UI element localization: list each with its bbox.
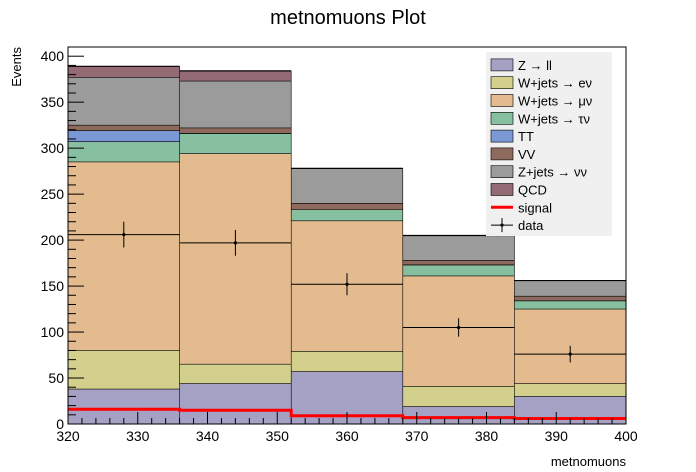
x-tick-label: 360 bbox=[335, 428, 359, 444]
bar-series-5-bin-1 bbox=[179, 127, 292, 134]
y-tick-label: 150 bbox=[41, 278, 65, 294]
x-tick-label: 330 bbox=[126, 428, 150, 444]
legend-swatch-5 bbox=[490, 147, 514, 161]
x-axis-title: metnomuons bbox=[551, 454, 627, 469]
legend-swatch-1 bbox=[490, 76, 514, 89]
legend-swatch-6 bbox=[490, 165, 514, 178]
y-tick-label: 100 bbox=[41, 324, 65, 340]
bar-series-0-bin-1 bbox=[179, 383, 292, 424]
data-points bbox=[68, 221, 626, 363]
bar-series-4-bin-0 bbox=[68, 130, 180, 142]
y-tick-label: 250 bbox=[41, 186, 65, 202]
legend-label-5: VV bbox=[518, 147, 536, 162]
x-tick-label: 390 bbox=[545, 428, 569, 444]
x-tick-label: 380 bbox=[475, 428, 499, 444]
y-tick-label: 400 bbox=[41, 48, 65, 64]
legend-label-9: data bbox=[518, 218, 544, 233]
y-tick-label: 0 bbox=[56, 416, 64, 432]
bar-series-5-bin-4 bbox=[514, 296, 626, 301]
y-tick-label: 300 bbox=[41, 140, 65, 156]
bar-series-3-bin-2 bbox=[291, 209, 403, 221]
x-tick-label: 320 bbox=[56, 428, 80, 444]
bar-series-6-bin-2 bbox=[291, 168, 403, 204]
data-point-0 bbox=[122, 232, 126, 237]
bar-series-6-bin-3 bbox=[402, 235, 515, 261]
bar-series-3-bin-3 bbox=[402, 264, 515, 276]
x-tick-label: 340 bbox=[196, 428, 220, 444]
y-axis: 0 50 100 150 200 250 300 350 400 bbox=[41, 46, 84, 432]
y-tick-label: 350 bbox=[41, 94, 65, 110]
bar-series-5-bin-0 bbox=[68, 125, 180, 131]
legend-label-7: QCD bbox=[518, 183, 547, 198]
y-tick-label: 50 bbox=[48, 370, 64, 386]
chart-title: metnomuons Plot bbox=[270, 7, 426, 29]
legend-label-0: Z → ll bbox=[518, 58, 552, 73]
bar-series-7-bin-1 bbox=[179, 70, 292, 82]
legend-label-1: W+jets → eν bbox=[518, 76, 592, 91]
data-point-2 bbox=[345, 282, 349, 286]
x-tick-label: 370 bbox=[405, 428, 429, 444]
bar-series-6-bin-0 bbox=[68, 77, 180, 126]
bar-series-5-bin-2 bbox=[291, 203, 403, 210]
legend-swatch-3 bbox=[490, 112, 514, 125]
bar-series-6-bin-4 bbox=[514, 280, 626, 297]
legend-swatch-4 bbox=[490, 129, 514, 143]
bar-series-1-bin-0 bbox=[68, 350, 180, 390]
bar-series-2-bin-1 bbox=[179, 153, 292, 365]
bar-series-1-bin-4 bbox=[514, 383, 626, 397]
data-point-4 bbox=[568, 352, 572, 356]
legend-label-4: TT bbox=[518, 129, 534, 144]
bar-series-5-bin-3 bbox=[402, 260, 515, 265]
legend-swatch-0 bbox=[490, 58, 514, 72]
bar-series-3-bin-4 bbox=[514, 300, 626, 310]
legend: Z → ll W+jets → eν W+jets → μν W+jets → τν T… bbox=[486, 52, 612, 236]
legend-swatch-9-dot bbox=[500, 223, 504, 227]
legend-swatch-7 bbox=[490, 183, 514, 196]
data-point-3 bbox=[457, 325, 461, 330]
legend-label-6: Z+jets → νν bbox=[518, 165, 587, 180]
bar-series-3-bin-0 bbox=[68, 141, 180, 162]
legend-label-8: signal bbox=[518, 200, 552, 215]
legend-label-2: W+jets → μν bbox=[518, 94, 592, 109]
legend-label-3: W+jets → τν bbox=[518, 111, 590, 126]
x-axis: 320 330 340 350 360 370 380 390 400 bbox=[56, 412, 638, 444]
bar-series-2-bin-0 bbox=[68, 161, 180, 351]
data-point-1 bbox=[233, 241, 237, 245]
y-axis-title: Events bbox=[9, 47, 24, 87]
bar-series-1-bin-3 bbox=[402, 386, 515, 407]
bar-series-1-bin-2 bbox=[291, 351, 403, 372]
x-tick-label: 400 bbox=[614, 428, 638, 444]
legend-swatch-2 bbox=[490, 94, 514, 107]
bar-series-3-bin-1 bbox=[179, 133, 292, 154]
bar-series-1-bin-1 bbox=[179, 364, 292, 384]
bar-series-6-bin-1 bbox=[179, 81, 292, 128]
bar-series-7-bin-0 bbox=[68, 66, 180, 78]
y-tick-label: 200 bbox=[41, 232, 65, 248]
x-tick-label: 350 bbox=[266, 428, 290, 444]
